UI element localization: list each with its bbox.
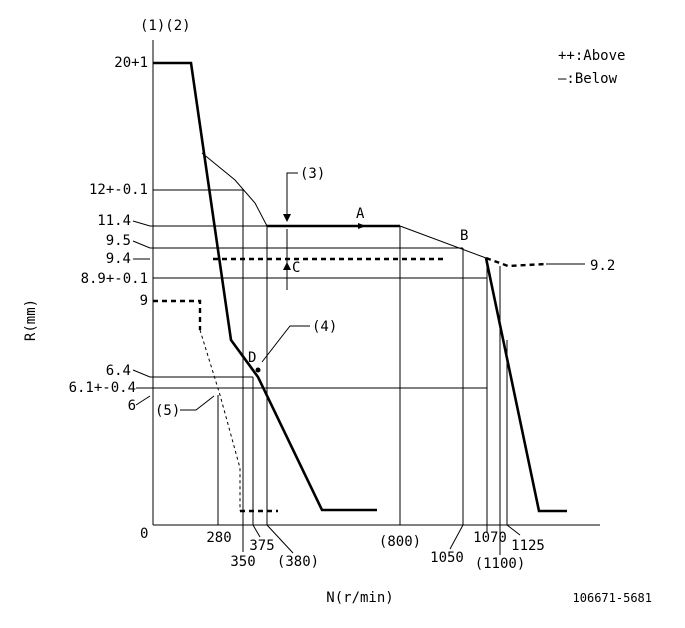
callout-c-arrowhead xyxy=(283,262,291,270)
point-A-label: A xyxy=(356,206,365,222)
y-label-6: 6 xyxy=(128,398,136,414)
y-label-6-1: 6.1+-0.4 xyxy=(69,380,136,396)
y-label-9-4: 9.4 xyxy=(106,251,131,267)
y-label-9-5: 9.5 xyxy=(106,233,131,249)
torque-cam-curve xyxy=(201,152,268,227)
legend-above: ++:Above xyxy=(558,48,625,64)
idle-dashed-top xyxy=(153,299,202,330)
y-label-20: 20+1 xyxy=(114,55,148,71)
y-label-9: 9 xyxy=(140,293,148,309)
droop-line xyxy=(399,225,487,259)
cut-off-curve xyxy=(484,257,567,513)
callout-3-leader xyxy=(286,172,298,220)
y-axis-title: R(mm) xyxy=(23,299,39,341)
drawing-id: 106671-5681 xyxy=(573,591,652,605)
leader-6-4 xyxy=(132,369,253,378)
callout-4-leader xyxy=(261,325,310,363)
point-D-marker xyxy=(255,367,261,373)
x-label-1050: 1050 xyxy=(430,550,464,566)
leader-375 xyxy=(252,524,261,538)
callout-5-leader xyxy=(180,395,215,411)
callout-4-label: (4) xyxy=(312,319,337,335)
legend-below: —:Below xyxy=(558,71,618,87)
callout-3-arrowhead xyxy=(283,214,291,222)
curve-9-2-dashed xyxy=(485,256,547,268)
point-D-label: D xyxy=(248,350,256,366)
value-9-2-label: 9.2 xyxy=(590,258,615,274)
x-axis-title: N(r/min) xyxy=(326,590,393,606)
header-label: (1)(2) xyxy=(140,18,191,34)
leader-380 xyxy=(266,524,294,554)
origin-label: 0 xyxy=(140,526,148,542)
x-label-1125: 1125 xyxy=(511,538,545,554)
x-label-380: (380) xyxy=(277,554,319,570)
y-label-11-4: 11.4 xyxy=(97,213,131,229)
leader-9-5 xyxy=(132,240,463,249)
leader-6 xyxy=(135,395,151,406)
full-load-curve xyxy=(153,61,377,512)
y-label-6-4: 6.4 xyxy=(106,363,131,379)
x-label-280: 280 xyxy=(206,530,231,546)
y-label-8-9: 8.9+-0.1 xyxy=(81,271,148,287)
y-label-12: 12+-0.1 xyxy=(89,182,148,198)
x-label-1070: 1070 xyxy=(473,530,507,546)
x-label-800: (800) xyxy=(379,534,421,550)
leader-1125 xyxy=(506,524,521,536)
point-A-marker xyxy=(358,223,366,229)
x-label-1100: (1100) xyxy=(475,556,526,572)
idle-dashed-slope xyxy=(199,329,241,511)
point-B-label: B xyxy=(460,228,468,244)
leader-11-4 xyxy=(132,220,268,227)
callout-3-label: (3) xyxy=(300,166,325,182)
x-label-350: 350 xyxy=(230,554,255,570)
leader-1050 xyxy=(449,524,464,550)
point-C-label: C xyxy=(292,260,300,276)
callout-5-label: (5) xyxy=(155,403,180,419)
x-label-375: 375 xyxy=(249,538,274,554)
